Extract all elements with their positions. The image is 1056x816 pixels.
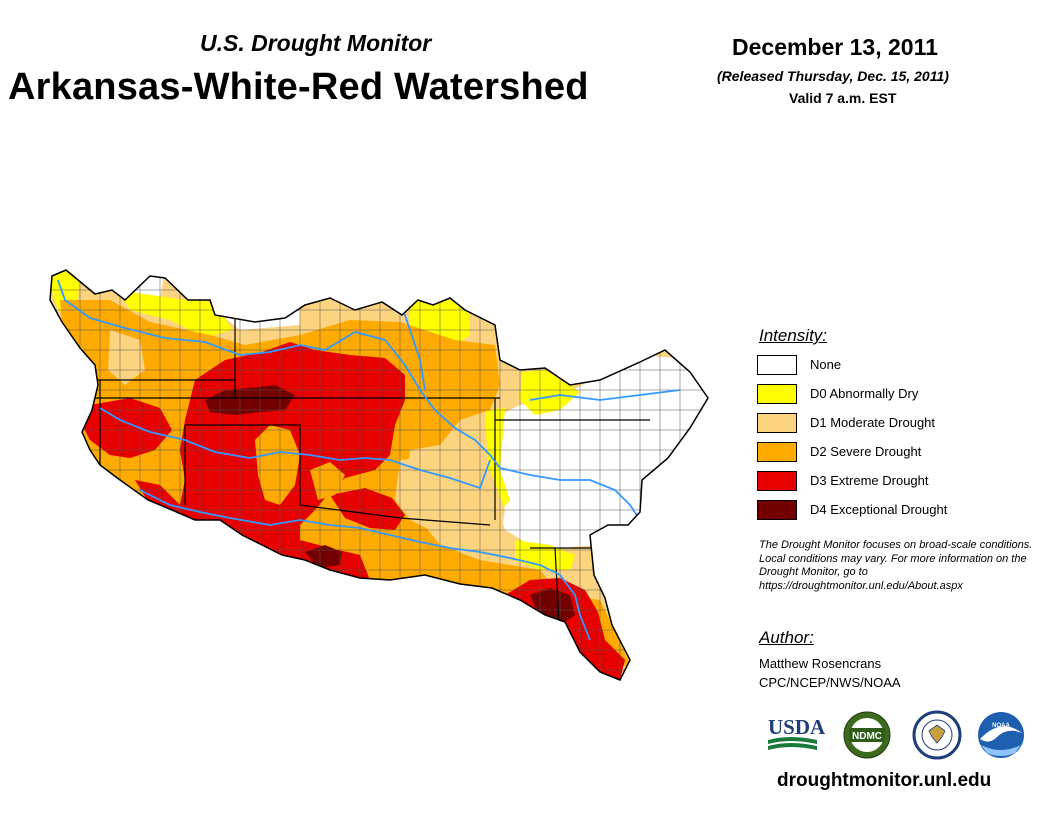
commerce-seal [912,710,962,760]
drought-area-d4-kansas [205,385,295,415]
author-name: Matthew Rosencrans [759,656,882,671]
map-title: Arkansas-White-Red Watershed [8,66,589,108]
noaa-logo-outer [978,712,1024,758]
legend-title: Intensity: [759,326,828,345]
noaa-logo-bird [980,726,1022,742]
drought-area-d0-north [118,290,232,338]
river-verdigris [399,299,426,391]
state-line-oklahoma-texas [185,424,491,526]
agency-logos: USDA NDMC NOAA [768,710,1024,760]
legend-item-d4: D4 Exceptional Drought [757,500,997,522]
rivers [57,279,681,641]
eagle-icon [928,724,946,744]
river-white [529,389,681,401]
release-date: (Released Thursday, Dec. 15, 2011) [717,68,949,84]
author-org: CPC/NCEP/NWS/NOAA [759,675,901,690]
map-subtitle: U.S. Drought Monitor [200,30,432,56]
legend-label-d0: D0 Abnormally Dry [810,386,919,401]
legend-item-d1: D1 Moderate Drought [757,413,997,435]
usda-logo-text: USDA [768,715,826,739]
drought-area-d3-west [82,398,172,458]
ndmc-logo-text: NDMC [852,731,882,742]
drought-area-d2-island2 [310,462,345,500]
ndmc-logo-band [849,728,885,742]
noaa-logo-wave [981,745,1021,756]
river-canadian [99,407,491,490]
river-red [139,489,591,641]
legend-item-d0: D0 Abnormally Dry [757,384,997,406]
noaa-logo: NOAA [978,712,1024,758]
valid-time: Valid 7 a.m. EST [789,90,897,106]
drought-monitor-note: The Drought Monitor focuses on broad-sca… [759,539,1033,592]
drought-area-d1-se [395,455,505,545]
watershed-map [49,269,709,681]
legend-swatch-d1 [757,413,797,433]
legend-swatch-d3 [757,471,797,491]
legend-label-d2: D2 Severe Drought [810,444,922,459]
state-boundaries [60,300,650,641]
legend-label-d4: D4 Exceptional Drought [810,502,948,517]
river-arkansas [57,279,641,521]
legend-swatch-d0 [757,384,797,404]
map-date: December 13, 2011 [732,34,938,60]
usda-logo-swoosh [768,737,817,744]
usda-logo: USDA [768,715,826,750]
usda-logo-swoosh2 [768,743,817,750]
drought-area-d0-mo [520,370,580,415]
drought-area-d4-texas [305,545,342,568]
drought-area-d3-sw [135,480,215,525]
drought-area-d3-blob [330,488,405,530]
website-link[interactable]: droughtmonitor.unl.edu [777,770,992,791]
watershed-outline [49,269,709,681]
author-title: Author: [759,628,814,647]
legend-swatch-none [757,355,797,375]
legend-label-d1: D1 Moderate Drought [810,415,936,430]
legend-item-none: None [757,355,997,377]
legend-label-d3: D3 Extreme Drought [810,473,929,488]
drought-area-d2-island1 [255,425,300,505]
legend-item-d3: D3 Extreme Drought [757,471,997,493]
legend-label-none: None [810,357,842,372]
drought-area-d1-ne [108,330,145,385]
ndmc-logo: NDMC [843,711,891,759]
noaa-logo-text: NOAA [992,723,1010,729]
legend-swatch-d2 [757,442,797,462]
legend-swatch-d4 [757,500,797,520]
legend-item-d2: D2 Severe Drought [757,442,997,464]
